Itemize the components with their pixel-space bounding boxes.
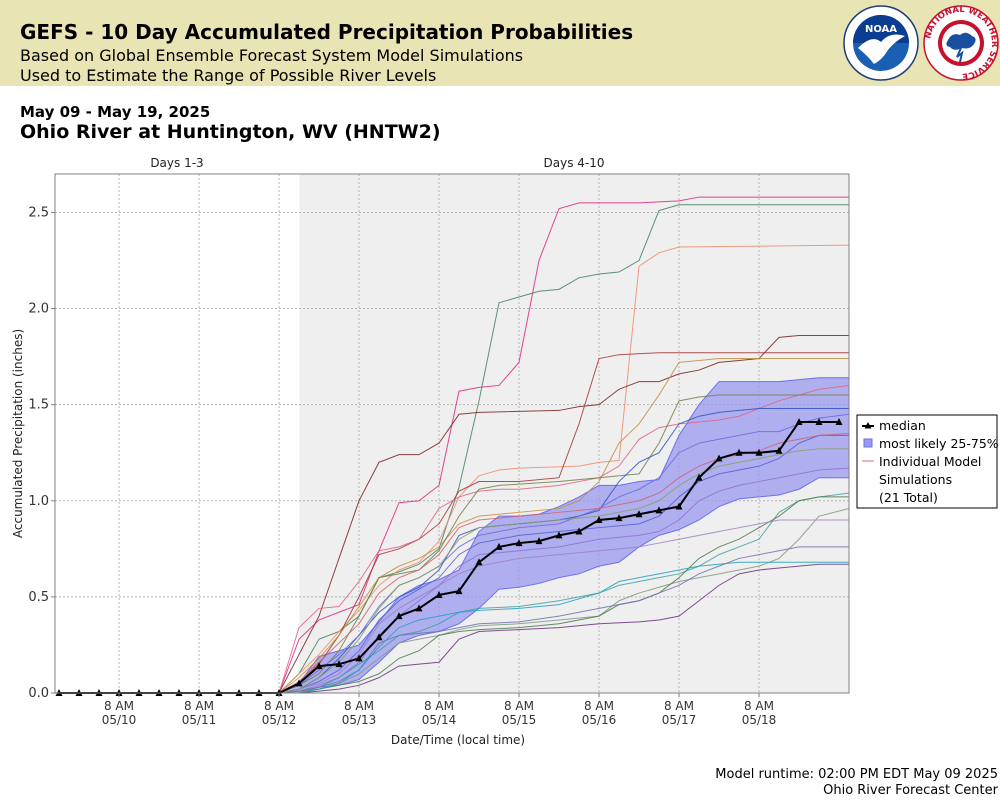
plot-frame bbox=[54, 173, 850, 694]
legend-box bbox=[856, 414, 998, 509]
median-point bbox=[455, 587, 463, 595]
median-point bbox=[775, 446, 783, 454]
median-point bbox=[795, 417, 803, 425]
y-tick-label: 1.5 bbox=[28, 398, 49, 413]
legend-members-label-2: Simulations bbox=[879, 472, 952, 487]
median-point bbox=[375, 633, 383, 641]
period-label-0: Days 1-3 bbox=[150, 156, 203, 170]
y-tick-label: 2.5 bbox=[28, 205, 49, 220]
x-tick-label: 8 AM bbox=[184, 699, 214, 713]
x-tick-label: 8 AM bbox=[344, 699, 374, 713]
model-runtime: Model runtime: 02:00 PM EDT May 09 2025 bbox=[715, 767, 998, 782]
median-point bbox=[355, 654, 363, 662]
x-tick-date: 05/12 bbox=[262, 713, 297, 727]
median-point bbox=[675, 502, 683, 510]
axes bbox=[54, 173, 850, 694]
x-tick-label: 8 AM bbox=[504, 699, 534, 713]
member-line-4 bbox=[278, 334, 849, 694]
legend-median-marker bbox=[864, 422, 872, 429]
median-point bbox=[535, 537, 543, 545]
member-line-5 bbox=[278, 352, 849, 694]
median-point bbox=[515, 539, 523, 547]
member-line-6 bbox=[278, 358, 849, 694]
median-point bbox=[555, 531, 563, 539]
median-point bbox=[575, 527, 583, 535]
median-point bbox=[295, 679, 303, 687]
member-lines bbox=[278, 196, 850, 694]
y-tick-label: 0.5 bbox=[28, 590, 49, 605]
member-line-2 bbox=[278, 204, 849, 694]
member-line-20 bbox=[278, 448, 849, 694]
noaa-logo[interactable]: NOAA bbox=[842, 4, 920, 82]
chart-legend: median most likely 25-75% Individual Model… bbox=[856, 414, 999, 509]
legend-band-label: most likely 25-75% bbox=[879, 436, 999, 451]
median-point bbox=[635, 510, 643, 518]
page-subtitle-2: Used to Estimate the Range of Possible R… bbox=[20, 66, 437, 85]
x-tick-date: 05/17 bbox=[662, 713, 697, 727]
x-tick-label: 8 AM bbox=[264, 699, 294, 713]
member-line-15 bbox=[279, 496, 849, 694]
x-tick-date: 05/18 bbox=[742, 713, 777, 727]
x-tick-label: 8 AM bbox=[424, 699, 454, 713]
forecast-date-range: May 09 - May 19, 2025 bbox=[20, 103, 211, 121]
member-line-14 bbox=[278, 507, 850, 694]
legend-members-count: (21 Total) bbox=[879, 490, 938, 505]
nws-logo[interactable]: NATIONAL WEATHER SERVICE bbox=[922, 4, 1000, 82]
member-line-16 bbox=[279, 563, 849, 694]
median-point bbox=[715, 454, 723, 462]
median-point bbox=[815, 417, 823, 425]
x-tick-date: 05/11 bbox=[182, 713, 217, 727]
x-tick-date: 05/13 bbox=[342, 713, 377, 727]
x-tick-date: 05/16 bbox=[582, 713, 617, 727]
median-point bbox=[435, 590, 443, 598]
median-point bbox=[735, 448, 743, 456]
median-point bbox=[755, 448, 763, 456]
member-line-13 bbox=[278, 492, 850, 694]
median-point bbox=[395, 612, 403, 620]
x-tick-date: 05/10 bbox=[102, 713, 137, 727]
x-axis-title: Date/Time (local time) bbox=[391, 733, 525, 747]
median-point bbox=[655, 506, 663, 514]
y-tick-label: 1.0 bbox=[28, 494, 49, 509]
member-line-12 bbox=[278, 467, 850, 694]
median-point bbox=[335, 660, 343, 668]
x-tick-label: 8 AM bbox=[584, 699, 614, 713]
y-axis-title: Accumulated Precipitation (inches) bbox=[11, 329, 25, 538]
legend-band-swatch bbox=[863, 438, 873, 448]
median-point bbox=[595, 516, 603, 523]
period-labels: Days 1-3 Days 4-10 bbox=[150, 156, 604, 170]
svg-text:NOAA: NOAA bbox=[865, 24, 897, 35]
page-title: GEFS - 10 Day Accumulated Precipitation … bbox=[20, 20, 634, 44]
x-tick-label: 8 AM bbox=[104, 699, 134, 713]
title-banner: GEFS - 10 Day Accumulated Precipitation … bbox=[0, 0, 1000, 86]
x-tick-label: 8 AM bbox=[744, 699, 774, 713]
median-point bbox=[315, 662, 323, 670]
forecast-location: Ohio River at Huntington, WV (HNTW2) bbox=[20, 121, 441, 143]
member-line-19 bbox=[278, 519, 849, 694]
member-line-10 bbox=[278, 413, 850, 694]
member-line-7 bbox=[278, 384, 850, 694]
x-tick-date: 05/15 bbox=[502, 713, 537, 727]
legend-members-label: Individual Model bbox=[879, 454, 981, 469]
y-tick-label: 0.0 bbox=[28, 686, 49, 701]
median-point bbox=[695, 473, 703, 481]
median-point bbox=[495, 542, 503, 550]
x-tick-date: 05/14 bbox=[422, 713, 457, 727]
member-line-18 bbox=[279, 561, 849, 694]
median-point bbox=[475, 558, 483, 566]
legend-median-label: median bbox=[879, 418, 926, 433]
page-subtitle: Based on Global Ensemble Forecast System… bbox=[20, 46, 524, 65]
x-tick-label: 8 AM bbox=[664, 699, 694, 713]
median-point bbox=[835, 417, 843, 425]
member-line-1 bbox=[278, 196, 849, 694]
y-tick-label: 2.0 bbox=[28, 302, 49, 317]
median-point bbox=[415, 604, 423, 612]
forecast-center: Ohio River Forecast Center bbox=[823, 783, 998, 798]
period-label-1: Days 4-10 bbox=[544, 156, 605, 170]
median-point bbox=[615, 514, 623, 522]
member-line-8 bbox=[278, 394, 849, 694]
